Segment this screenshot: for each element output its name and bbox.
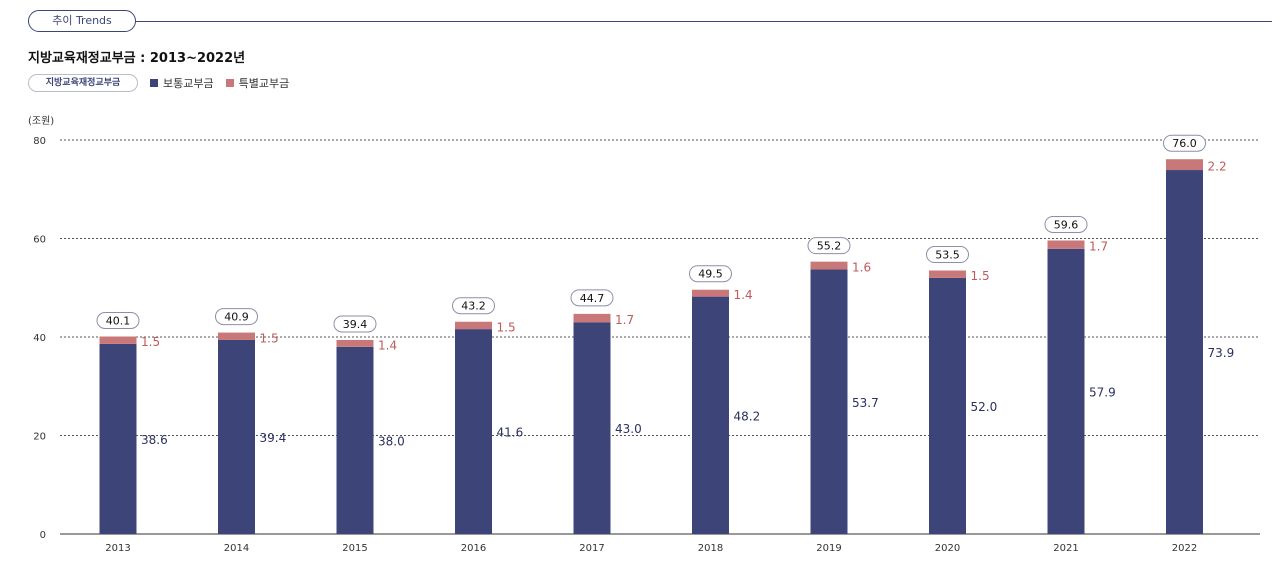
label-total-2017: 44.7 — [580, 292, 605, 305]
y-tick-label: 60 — [33, 235, 46, 246]
legend-item-special: 특별교부금 — [225, 75, 290, 91]
legend-item-regular: 보통교부금 — [150, 75, 214, 91]
label-regular-2020: 52.0 — [971, 400, 998, 414]
label-special-2021: 1.7 — [1089, 240, 1108, 254]
label-regular-2019: 53.7 — [852, 396, 879, 410]
y-tick-label: 20 — [33, 432, 46, 443]
label-regular-2015: 38.0 — [378, 434, 405, 448]
x-tick-label: 2017 — [579, 543, 604, 554]
label-special-2018: 1.4 — [734, 288, 753, 302]
label-total-2018: 49.5 — [698, 268, 723, 281]
x-tick-label: 2014 — [224, 543, 249, 554]
total-bubble-2020 — [926, 246, 969, 264]
bar-regular-2021 — [1047, 248, 1085, 534]
total-bubble-2022 — [1163, 134, 1206, 152]
label-total-2019: 55.2 — [817, 240, 842, 253]
bar-special-2015 — [336, 339, 374, 347]
x-tick-label: 2022 — [1172, 543, 1197, 554]
unit-label: (조원) — [28, 115, 54, 127]
bar-special-2014 — [218, 332, 255, 340]
label-special-2019: 1.6 — [852, 261, 871, 275]
bar-special-2017 — [573, 313, 611, 323]
x-tick-label: 2016 — [461, 543, 486, 554]
label-total-2013: 40.1 — [106, 315, 131, 328]
x-tick-label: 2020 — [935, 543, 960, 554]
label-special-2022: 2.2 — [1208, 160, 1227, 174]
bar-regular-2013 — [99, 343, 137, 534]
label-special-2013: 1.5 — [141, 335, 160, 349]
bar-special-2018 — [692, 289, 729, 297]
bar-special-2016 — [455, 321, 492, 330]
total-bubble-2019 — [807, 237, 851, 255]
label-special-2014: 1.5 — [260, 331, 279, 345]
legend-label-regular: 보통교부금 — [163, 77, 214, 90]
label-regular-2017: 43.0 — [615, 422, 642, 436]
label-special-2015: 1.4 — [378, 338, 397, 352]
y-tick-label: 40 — [33, 333, 46, 344]
bar-regular-2015 — [336, 346, 374, 534]
legend: 지방교육재정교부금 보통교부금 특별교부금 — [28, 74, 301, 92]
bar-special-2021 — [1047, 240, 1085, 249]
total-bubble-2013 — [96, 312, 140, 330]
bar-special-2022 — [1166, 159, 1203, 171]
bar-regular-2017 — [573, 322, 611, 534]
bar-special-2020 — [929, 270, 966, 278]
trends-tab[interactable]: 추이 Trends — [28, 10, 136, 32]
total-bubble-2017 — [570, 289, 614, 307]
bar-regular-2016 — [455, 329, 492, 534]
label-regular-2014: 39.4 — [260, 431, 287, 445]
y-tick-label: 80 — [33, 136, 46, 147]
bar-regular-2018 — [692, 296, 729, 534]
x-tick-label: 2021 — [1053, 543, 1078, 554]
bar-regular-2020 — [929, 277, 966, 534]
x-tick-label: 2018 — [698, 543, 723, 554]
total-bubble-2016 — [452, 297, 495, 315]
x-tick-label: 2013 — [105, 543, 130, 554]
legend-swatch-regular — [150, 79, 158, 87]
legend-group-label: 지방교육재정교부금 — [28, 74, 138, 92]
bar-special-2019 — [810, 261, 848, 270]
label-regular-2022: 73.9 — [1208, 346, 1235, 360]
label-special-2020: 1.5 — [971, 269, 990, 283]
label-total-2022: 76.0 — [1172, 137, 1197, 150]
bar-regular-2014 — [218, 339, 255, 534]
x-tick-label: 2019 — [816, 543, 841, 554]
label-regular-2013: 38.6 — [141, 433, 168, 447]
label-total-2020: 53.5 — [935, 249, 960, 262]
total-bubble-2014 — [215, 308, 258, 326]
y-tick-label: 0 — [40, 530, 46, 541]
chart-title: 지방교육재정교부금 : 2013~2022년 — [28, 51, 246, 66]
label-total-2015: 39.4 — [343, 318, 368, 331]
label-special-2016: 1.5 — [497, 320, 516, 334]
label-total-2014: 40.9 — [224, 311, 249, 324]
label-regular-2021: 57.9 — [1089, 385, 1116, 399]
bar-special-2013 — [99, 336, 137, 344]
label-regular-2018: 48.2 — [734, 409, 761, 423]
total-bubble-2018 — [689, 265, 732, 283]
total-bubble-2021 — [1044, 215, 1088, 233]
header-rule — [28, 21, 1272, 22]
bar-regular-2019 — [810, 269, 848, 534]
label-total-2016: 43.2 — [461, 300, 486, 313]
bar-regular-2022 — [1166, 170, 1203, 535]
legend-label-special: 특별교부금 — [238, 77, 290, 90]
total-bubble-2015 — [333, 315, 377, 333]
label-total-2021: 59.6 — [1054, 218, 1079, 231]
x-tick-label: 2015 — [342, 543, 367, 554]
legend-swatch-special — [225, 79, 234, 87]
label-regular-2016: 41.6 — [497, 426, 524, 440]
label-special-2017: 1.7 — [615, 313, 634, 327]
